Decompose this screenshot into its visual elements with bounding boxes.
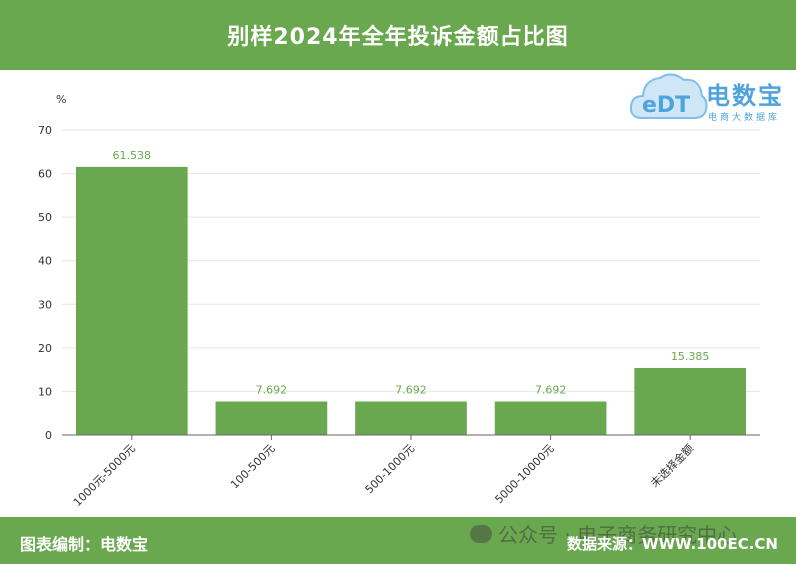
- bar-chart: % 0 10 20 30 40 50 60 70 61.538 7.692 7.692 7.692 1…: [38, 93, 760, 509]
- x-tick-label: 500-1000元: [363, 442, 417, 496]
- data-labels: 61.538 7.692 7.692 7.692 15.385: [113, 149, 710, 397]
- watermark: 公众号 · 电子商务研究中心: [470, 519, 737, 548]
- bars: [75, 166, 747, 435]
- x-tick-label: 1000元-5000元: [71, 442, 138, 509]
- footer-bar: 图表编制：电数宝 公众号 · 电子商务研究中心 数据来源：WWW.100EC.C…: [0, 517, 796, 564]
- y-tick-label: 30: [38, 298, 52, 311]
- watermark-text: 公众号 · 电子商务研究中心: [498, 523, 738, 547]
- logo-mark: eDT: [642, 93, 690, 118]
- data-label: 15.385: [671, 350, 710, 363]
- y-tick-label: 50: [38, 211, 52, 224]
- brand-logo: eDT 电数宝 电商大数据库: [628, 66, 793, 132]
- data-label: 7.692: [395, 383, 427, 396]
- y-tick-label: 60: [38, 168, 52, 181]
- logo-name: 电数宝: [706, 82, 784, 110]
- bar: [355, 401, 467, 435]
- x-tick-label: 5000-10000元: [492, 442, 556, 506]
- chart-credit: 图表编制：电数宝: [20, 535, 149, 554]
- y-tick-label: 0: [45, 429, 52, 442]
- x-axis-ticks: 1000元-5000元 100-500元 500-1000元 5000-10000元 未…: [71, 435, 697, 509]
- x-tick-label: 未选择金额: [648, 441, 697, 490]
- bar: [634, 367, 747, 435]
- y-tick-label: 10: [38, 385, 52, 398]
- y-tick-label: 20: [38, 342, 52, 355]
- x-tick-label: 100-500元: [228, 442, 277, 491]
- cloud-logo-icon: eDT: [629, 73, 708, 119]
- data-source: 数据来源：WWW.100EC.CN: [567, 535, 778, 553]
- bar: [75, 166, 188, 435]
- logo-subtitle: 电商大数据库: [708, 113, 781, 123]
- data-label: 7.692: [535, 383, 567, 396]
- data-label: 7.692: [256, 383, 288, 396]
- y-axis-ticks: 0 10 20 30 40 50 60 70: [38, 124, 52, 442]
- wechat-icon: [470, 524, 492, 543]
- y-tick-label: 70: [38, 124, 52, 137]
- bar: [215, 401, 328, 435]
- y-tick-label: 40: [38, 255, 52, 268]
- data-label: 61.538: [113, 149, 152, 162]
- bar: [494, 401, 607, 435]
- page-title: 别样2024年全年投诉金额占比图: [227, 25, 569, 50]
- chart-title-banner: 别样2024年全年投诉金额占比图: [0, 0, 796, 70]
- y-axis-unit: %: [56, 93, 66, 106]
